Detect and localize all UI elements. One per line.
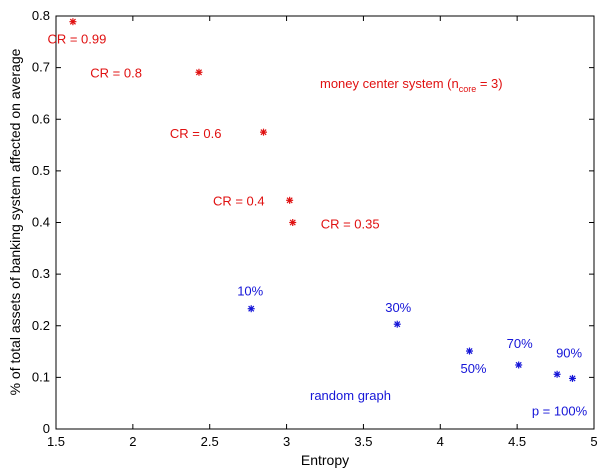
x-axis-ticks: 1.5 2 2.5 3 3.5 4 4.5 5	[47, 16, 598, 449]
x-tick-label: 2.5	[201, 434, 219, 449]
y-axis-ticks: 0 0.1 0.2 0.3 0.4 0.5 0.6 0.7 0.8	[32, 8, 594, 436]
data-point-label: CR = 0.8	[90, 65, 142, 80]
data-point-label: CR = 0.35	[321, 217, 380, 232]
x-tick-label: 4.5	[508, 434, 526, 449]
data-point-label: 10%	[237, 284, 263, 299]
data-point	[568, 374, 576, 382]
data-point-label: CR = 0.4	[213, 193, 265, 208]
data-point-label: 70%	[507, 336, 533, 351]
data-point-label: CR = 0.99	[47, 32, 106, 47]
annotation-main-text: money center system (n	[320, 76, 459, 91]
data-point	[247, 305, 255, 313]
annotation-money-center-system: money center system (ncore = 3)	[320, 76, 503, 94]
x-tick-label: 4	[437, 434, 444, 449]
y-tick-label: 0.3	[32, 266, 50, 281]
data-point	[286, 196, 294, 204]
annotation-random-graph: random graph	[310, 388, 391, 403]
data-points	[69, 18, 576, 382]
data-point	[195, 68, 203, 76]
data-point	[553, 370, 561, 378]
data-point	[289, 219, 297, 226]
data-point	[465, 347, 473, 355]
x-tick-label: 1.5	[47, 434, 65, 449]
y-axis-title: % of total assets of banking system affe…	[7, 48, 23, 395]
data-point	[260, 128, 268, 136]
y-tick-label: 0.2	[32, 318, 50, 333]
data-point-label: 90%	[556, 345, 582, 360]
y-tick-label: 0.7	[32, 60, 50, 75]
point-labels: CR = 0.99 CR = 0.8 CR = 0.6 CR = 0.4 CR = 0.…	[47, 32, 587, 419]
y-tick-label: 0.8	[32, 8, 50, 23]
data-point	[69, 18, 77, 26]
y-tick-label: 0.1	[32, 369, 50, 384]
annotation-tail-text: = 3)	[476, 76, 502, 91]
data-point-label: 50%	[460, 361, 486, 376]
y-tick-label: 0.4	[32, 215, 50, 230]
y-tick-label: 0	[43, 421, 50, 436]
data-point-label: 30%	[385, 300, 411, 315]
y-tick-label: 0.5	[32, 163, 50, 178]
x-axis-title: Entropy	[301, 452, 349, 468]
data-point-label: CR = 0.6	[170, 126, 222, 141]
x-tick-label: 2	[129, 434, 136, 449]
data-point-label: p = 100%	[532, 403, 588, 418]
data-point	[393, 320, 401, 328]
y-tick-label: 0.6	[32, 111, 50, 126]
x-tick-label: 3	[283, 434, 290, 449]
data-point	[515, 361, 523, 369]
annotation-subscript: core	[459, 84, 477, 94]
x-tick-label: 5	[590, 434, 597, 449]
x-tick-label: 3.5	[354, 434, 372, 449]
